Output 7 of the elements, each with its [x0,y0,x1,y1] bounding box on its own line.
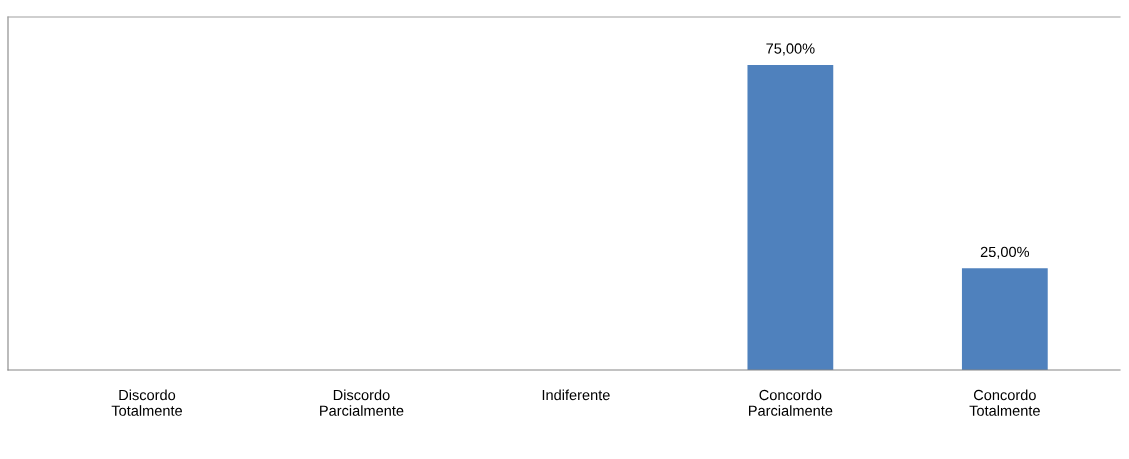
x-tick-label: Indiferente [542,389,610,401]
x-tick-label: Concordo Totalmente [969,389,1040,416]
x-tick-label: Discordo Parcialmente [320,389,404,416]
data-label: 25,00% [980,246,1030,259]
x-tick-label: Discordo Totalmente [111,389,182,416]
data-label: 75,00% [766,43,815,56]
x-tick-label: Concordo Parcialmente [749,389,833,416]
